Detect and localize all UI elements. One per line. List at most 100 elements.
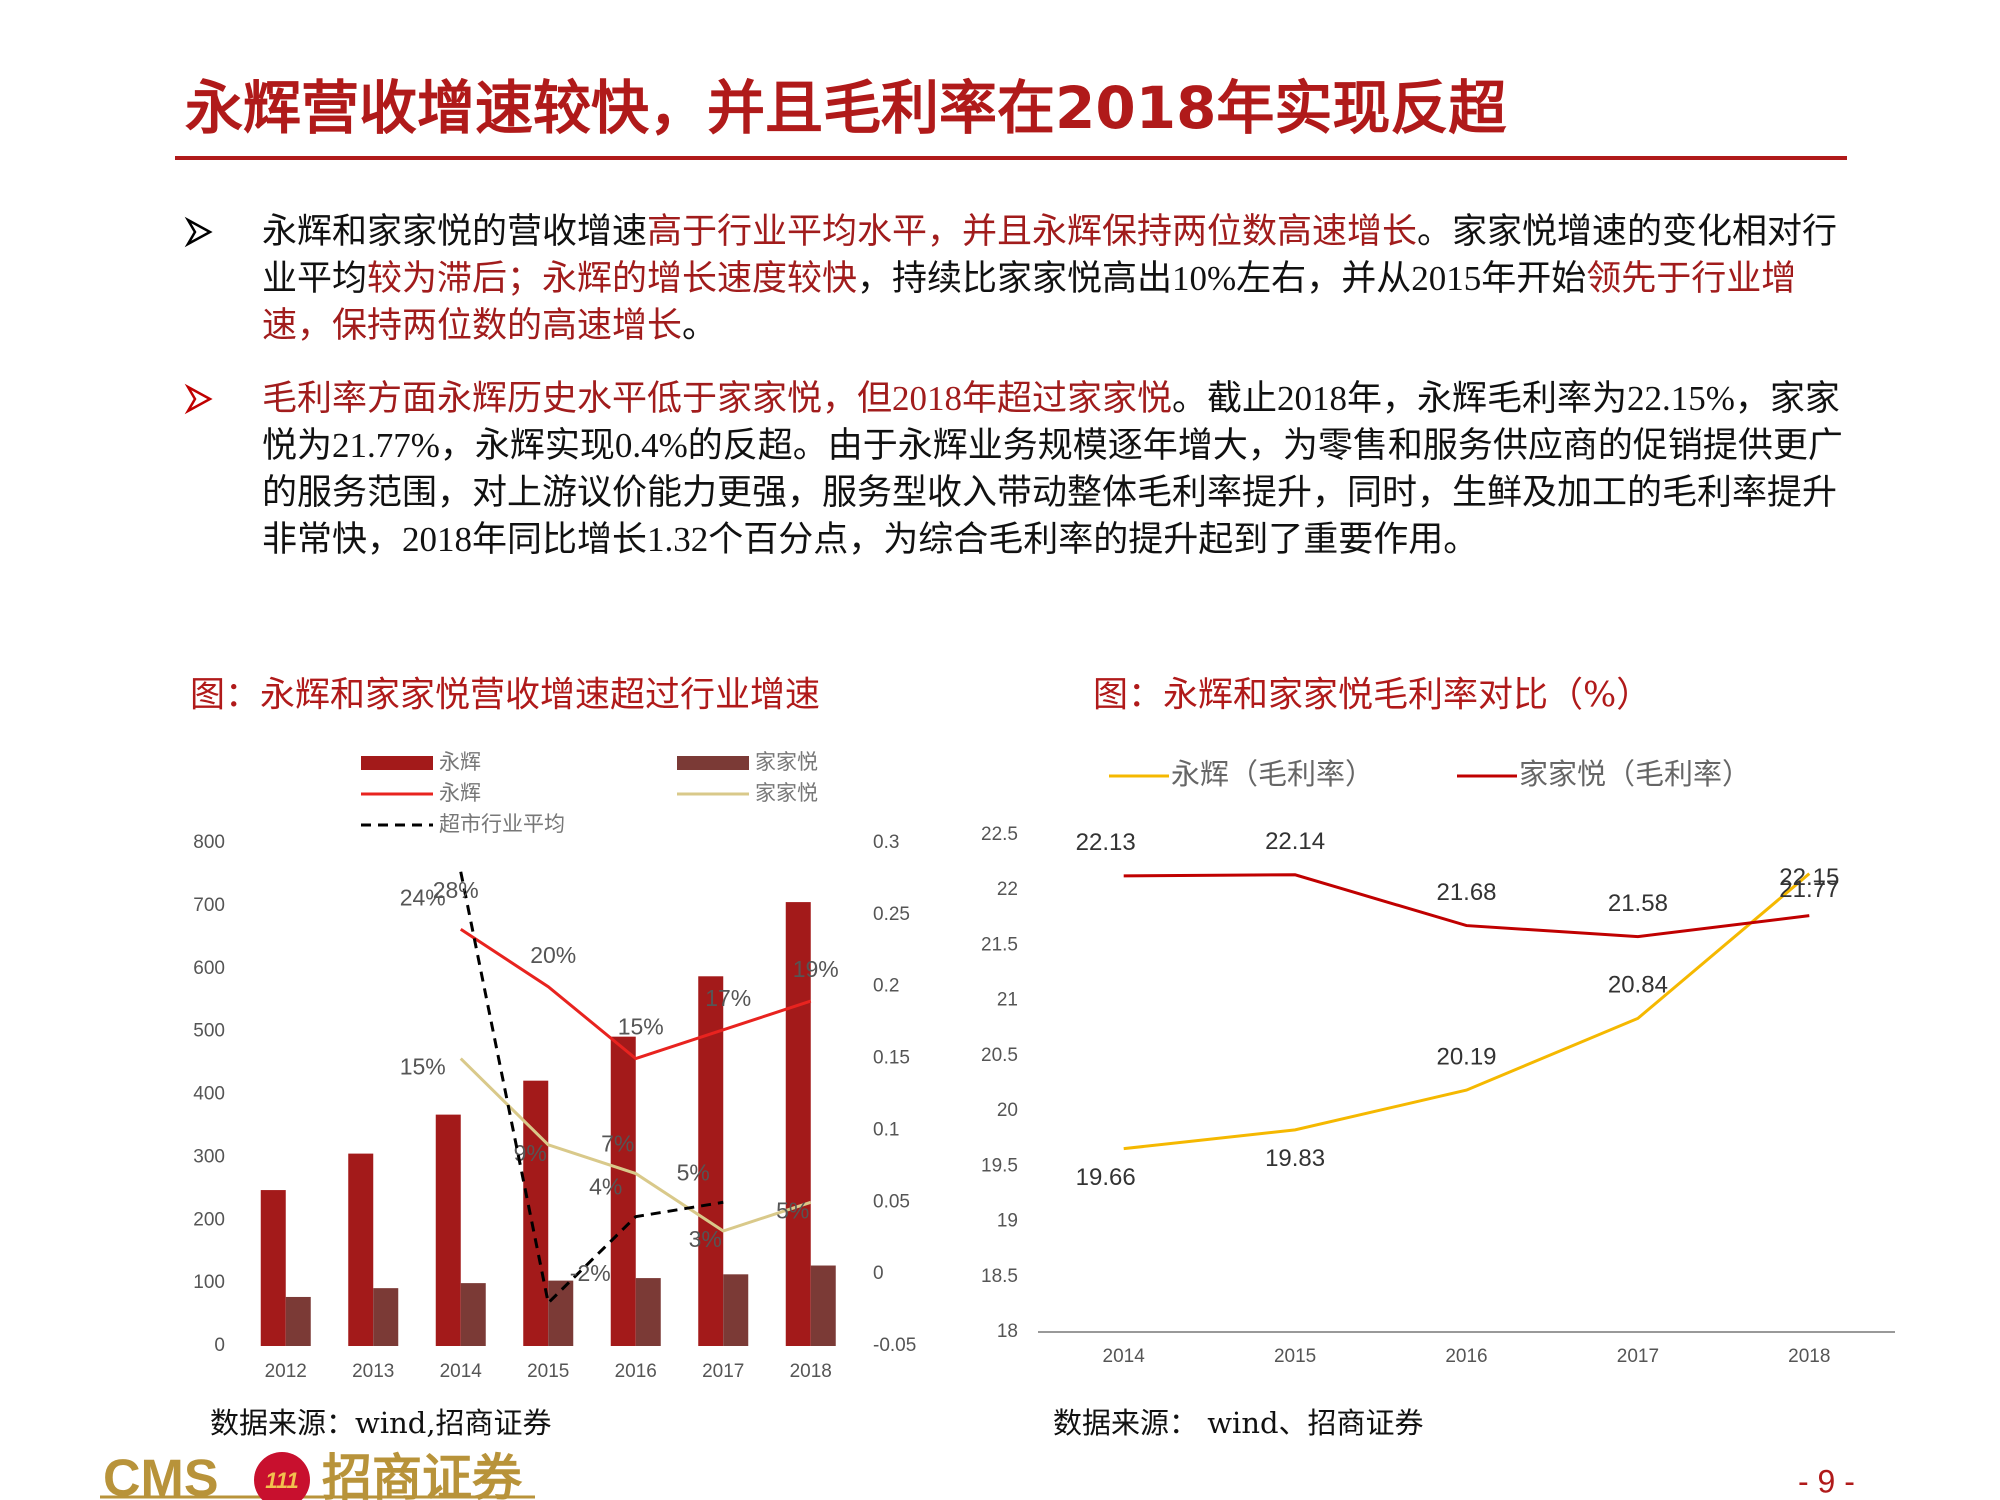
data-label: 21.68 — [1436, 879, 1496, 906]
y-tick-label: 19.5 — [981, 1155, 1018, 1176]
data-label: 7% — [601, 1131, 634, 1157]
data-label: 3% — [689, 1226, 722, 1252]
y2-tick-label: 0.3 — [873, 832, 899, 853]
chart-source: 数据来源： wind、招商证券 — [1053, 1406, 1424, 1440]
bullet-text: 。家家悦增速的变化相对行业平均 — [262, 212, 1838, 298]
data-label: 15% — [400, 1054, 446, 1080]
data-label: 21.58 — [1608, 890, 1668, 917]
data-label: 22.15 — [1779, 864, 1839, 891]
y-tick-label: 100 — [193, 1272, 225, 1293]
chart-caption: 图：永辉和家家悦营收增速超过行业增速 — [190, 676, 820, 716]
logo-latin: CMS — [103, 1450, 219, 1500]
bar — [610, 1036, 636, 1346]
data-label: 15% — [618, 1014, 664, 1040]
bullet-text: 毛利率方面永辉历史水平低于家家悦，但2018年超过家家悦 — [262, 379, 1173, 418]
data-label: 19.66 — [1076, 1164, 1136, 1191]
line — [1123, 873, 1810, 939]
line — [459, 871, 724, 1306]
legend-label: 家家悦 — [755, 750, 818, 774]
bullet-marker — [184, 383, 213, 415]
x-tick-label: 2018 — [790, 1361, 832, 1382]
legend-label: 永辉（毛利率） — [1171, 757, 1374, 791]
data-label: 24% — [400, 884, 446, 910]
legend-swatch — [677, 756, 749, 770]
line — [1123, 872, 1811, 1151]
data-label: 19.83 — [1265, 1145, 1325, 1172]
y2-tick-label: -0.05 — [873, 1335, 916, 1356]
y-tick-label: 400 — [193, 1084, 225, 1105]
legend-label: 超市行业平均 — [439, 812, 565, 836]
y-tick-label: 20 — [997, 1100, 1018, 1121]
y-tick-label: 200 — [193, 1209, 225, 1230]
x-tick-label: 2015 — [1274, 1346, 1316, 1367]
bullet-text: 较为滞后；永辉的增长速度较快 — [367, 259, 858, 298]
data-label: 20.84 — [1608, 972, 1668, 999]
x-tick-label: 2017 — [1617, 1346, 1659, 1367]
bar — [723, 1274, 749, 1346]
y2-tick-label: 0.15 — [873, 1048, 910, 1069]
x-tick-label: 2012 — [265, 1361, 307, 1382]
y-tick-label: 300 — [193, 1146, 225, 1167]
bar — [373, 1288, 399, 1346]
bullet: 永辉和家家悦的营收增速高于行业平均水平，并且永辉保持两位数高速增长。家家悦增速的… — [262, 208, 1852, 349]
y2-tick-label: 0.25 — [873, 904, 910, 925]
y-tick-label: 22 — [997, 879, 1018, 900]
bullet-text: 。截止2018年，永辉毛利率为22.15%，家家悦为21.77%，永辉实现0.4… — [262, 379, 1843, 559]
y-tick-label: 20.5 — [981, 1045, 1018, 1066]
bullet-text: 领先于行业增速，保持两位数的高速增长 — [262, 259, 1797, 345]
y-tick-label: 800 — [193, 832, 225, 853]
data-label: 20% — [530, 942, 576, 968]
page-number: - 9 - — [1798, 1463, 1855, 1499]
x-tick-label: 2016 — [1445, 1346, 1487, 1367]
bar — [548, 1280, 574, 1346]
bullet: 毛利率方面永辉历史水平低于家家悦，但2018年超过家家悦。截止2018年，永辉毛… — [262, 375, 1852, 563]
bar — [785, 902, 811, 1346]
y-tick-label: 600 — [193, 958, 225, 979]
logo-badge — [254, 1452, 310, 1500]
data-label: 19% — [793, 956, 839, 982]
data-label: 5% — [776, 1197, 809, 1223]
logo-badge-text: 111 — [265, 1468, 298, 1493]
data-label: 20.19 — [1436, 1043, 1496, 1070]
y2-tick-label: 0.1 — [873, 1119, 899, 1140]
y2-tick-label: 0 — [873, 1263, 884, 1284]
x-tick-label: 2014 — [1103, 1346, 1146, 1367]
x-tick-label: 2018 — [1788, 1346, 1830, 1367]
data-label: 22.13 — [1076, 829, 1136, 856]
bar — [435, 1114, 461, 1346]
data-label: 28% — [433, 877, 479, 903]
bullet-text: 永辉和家家悦的营收增速 — [262, 212, 648, 251]
chart-caption: 图：永辉和家家悦毛利率对比（%） — [1093, 676, 1651, 716]
y-tick-label: 0 — [214, 1335, 225, 1356]
bar — [810, 1265, 836, 1346]
y-tick-label: 22.5 — [981, 824, 1018, 845]
x-tick-label: 2016 — [615, 1361, 657, 1382]
y-tick-label: 21 — [997, 990, 1018, 1011]
legend-label: 永辉 — [439, 781, 481, 805]
x-tick-label: 2017 — [702, 1361, 744, 1382]
data-label: 22.14 — [1265, 828, 1325, 855]
y2-tick-label: 0.05 — [873, 1191, 910, 1212]
y-tick-label: 700 — [193, 895, 225, 916]
logo-name: 招商证券 — [322, 1448, 523, 1500]
bullet-text: ，持续比家家悦高出10%左右，并从2015年开始 — [857, 259, 1587, 298]
y-tick-label: 21.5 — [981, 934, 1018, 955]
bar — [523, 1080, 549, 1346]
x-tick-label: 2014 — [440, 1361, 483, 1382]
y-tick-label: 19 — [997, 1211, 1018, 1232]
bullet-marker — [184, 216, 213, 248]
line — [459, 1057, 812, 1233]
data-label: 5% — [677, 1159, 710, 1185]
legend-swatch — [361, 756, 433, 770]
y-tick-label: 18.5 — [981, 1266, 1018, 1287]
bar — [260, 1190, 286, 1346]
y2-tick-label: 0.2 — [873, 976, 899, 997]
y-tick-label: 18 — [997, 1321, 1018, 1342]
bullet-text: 高于行业平均水平，并且永辉保持两位数高速增长 — [647, 212, 1418, 251]
x-tick-label: 2015 — [527, 1361, 569, 1382]
legend-label: 家家悦 — [755, 781, 818, 805]
line — [459, 927, 812, 1061]
slide-title: 永辉营收增速较快，并且毛利率在2018年实现反超 — [185, 74, 1507, 142]
